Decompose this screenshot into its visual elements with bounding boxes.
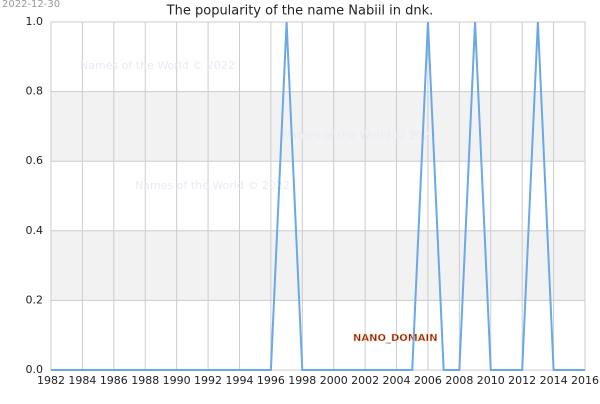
y-tick-label: 0.0 xyxy=(26,363,44,376)
band xyxy=(51,230,585,301)
x-tick-label: 1982 xyxy=(37,374,65,387)
x-tick-label: 2008 xyxy=(445,374,473,387)
x-tick-label: 2004 xyxy=(383,374,411,387)
y-tick-label: 0.4 xyxy=(26,224,44,237)
x-tick-label: 1988 xyxy=(131,374,159,387)
watermark: Names of the World © 2022 xyxy=(135,179,290,192)
y-tick-label: 1.0 xyxy=(26,15,44,28)
x-tick-label: 1992 xyxy=(194,374,222,387)
x-tick-label: 1984 xyxy=(68,374,96,387)
y-tick-label: 0.6 xyxy=(26,154,44,167)
x-tick-label: 1998 xyxy=(288,374,316,387)
x-tick-label: 1990 xyxy=(163,374,191,387)
x-tick-label: 2010 xyxy=(477,374,505,387)
grid xyxy=(50,21,586,371)
plot-area xyxy=(50,21,586,371)
x-tick-label: 2002 xyxy=(351,374,379,387)
line xyxy=(51,21,585,371)
watermark: Names of the World © 2022 xyxy=(282,129,437,142)
x-tick-label: 2012 xyxy=(508,374,536,387)
y-tick-label: 0.8 xyxy=(26,85,44,98)
watermark: Names of the World © 2022 xyxy=(80,59,235,72)
date-stamp: 2022-12-30 xyxy=(2,0,60,10)
bands xyxy=(50,21,586,371)
x-tick-label: 2014 xyxy=(540,374,568,387)
x-tick-label: 1986 xyxy=(100,374,128,387)
band xyxy=(51,91,585,162)
y-tick-label: 0.2 xyxy=(26,293,44,306)
domain-label: NANO_DOMAIN xyxy=(353,333,438,344)
chart-title: The popularity of the name Nabiil in dnk… xyxy=(166,4,434,19)
x-tick-label: 2000 xyxy=(320,374,348,387)
x-tick-label: 1996 xyxy=(257,374,285,387)
x-tick-label: 2016 xyxy=(571,374,599,387)
x-tick-label: 1994 xyxy=(225,374,253,387)
x-tick-label: 2006 xyxy=(414,374,442,387)
